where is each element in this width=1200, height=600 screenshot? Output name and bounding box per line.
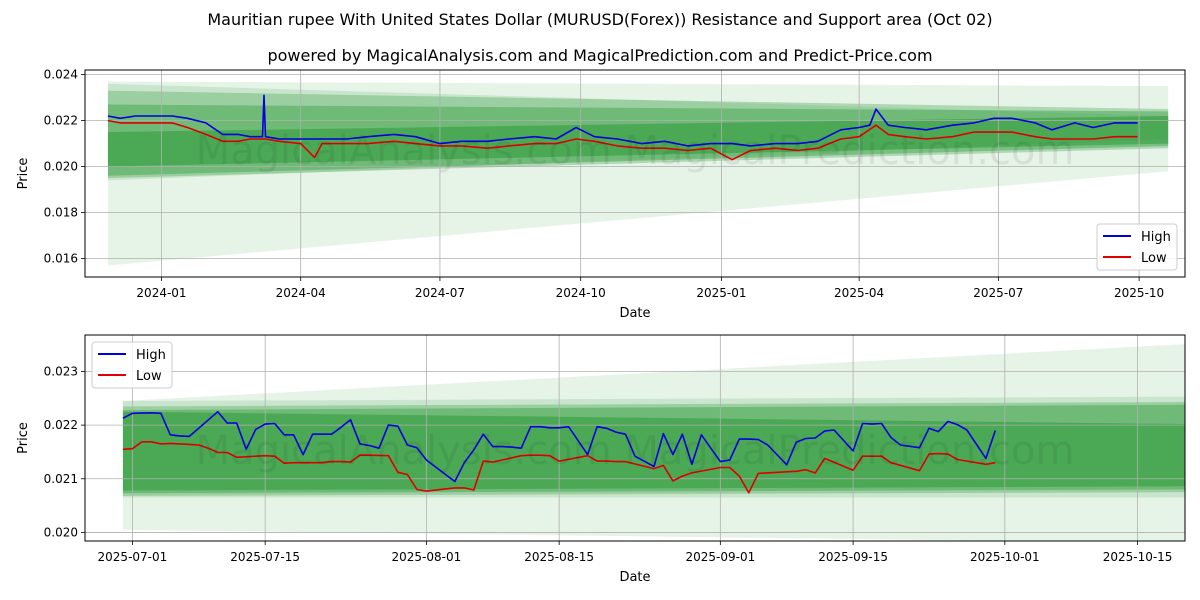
y-tick-label: 0.022 (44, 418, 78, 432)
x-axis-label: Date (619, 306, 650, 321)
legend-label-low: Low (136, 369, 162, 384)
x-tick-label: 2025-10 (1114, 286, 1164, 300)
bottom-chart: 0.020 0.021 0.022 0.023 2025-07-01 2025-07-15… (16, 334, 1186, 585)
x-tick-label: 2025-08-01 (392, 550, 462, 564)
chart-subtitle: powered by MagicalAnalysis.com and Magic… (267, 46, 933, 65)
y-tick-label: 0.021 (44, 472, 78, 486)
x-tick-label: 2025-08-15 (524, 550, 594, 564)
y-tick-label: 0.020 (44, 525, 78, 539)
series-high-line (122, 410, 997, 483)
top-chart: 0.016 0.018 0.020 0.022 0.024 2024-01 2024-04 2… (16, 68, 1186, 321)
y-tick-label: 0.022 (44, 114, 78, 128)
legend-label-low: Low (1141, 251, 1167, 266)
y-tick-label: 0.024 (44, 68, 78, 82)
legend: High Low (1096, 223, 1178, 271)
chart-title: Mauritian rupee With United States Dolla… (207, 10, 993, 29)
series-lines (107, 94, 1138, 161)
x-tick-label: 2025-04 (834, 286, 884, 300)
y-axis-label: Price (16, 422, 31, 454)
x-tick-label: 2025-10-01 (970, 550, 1040, 564)
x-tick-label: 2025-07-01 (98, 550, 168, 564)
series-low-line (122, 440, 996, 494)
x-tick-label: 2025-07 (973, 286, 1023, 300)
legend-label-high: High (136, 348, 166, 363)
x-tick-label: 2024-04 (276, 286, 326, 300)
watermark-text: MagicalAnalysis.com MagicalPrediction.co… (196, 128, 1075, 174)
series-lines (122, 410, 997, 494)
x-tick-label: 2025-07-15 (230, 550, 300, 564)
y-tick-label: 0.020 (44, 160, 78, 174)
plot-frame (84, 334, 1186, 542)
x-tick-label: 2025-01 (696, 286, 746, 300)
legend: High Low (91, 341, 173, 389)
plot-frame (84, 69, 1186, 278)
series-high-line (107, 94, 1138, 147)
y-tick-label: 0.023 (44, 364, 78, 378)
x-axis-label: Date (619, 570, 650, 585)
series-low-line (107, 119, 1138, 161)
x-tick-label: 2024-10 (556, 286, 606, 300)
x-tick-label: 2024-01 (136, 286, 186, 300)
y-axis-label: Price (16, 158, 31, 190)
x-tick-label: 2025-09-01 (685, 550, 755, 564)
y-tick-label: 0.016 (44, 252, 78, 266)
legend-label-high: High (1141, 230, 1171, 245)
x-tick-label: 2025-10-15 (1103, 550, 1173, 564)
band-4 (107, 116, 1169, 167)
y-tick-label: 0.018 (44, 206, 78, 220)
x-tick-label: 2025-09-15 (818, 550, 888, 564)
x-tick-label: 2024-07 (415, 286, 465, 300)
watermark-text: MagicalAnalysis.com MagicalPrediction.co… (196, 428, 1075, 474)
